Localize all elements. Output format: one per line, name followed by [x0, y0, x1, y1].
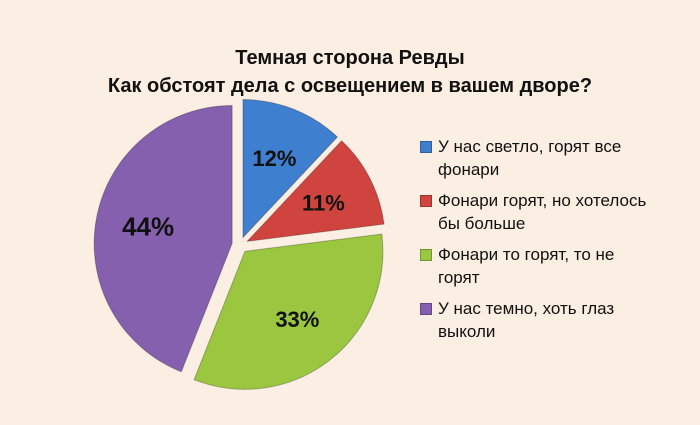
legend: У нас светло, горят все фонари Фонари го…: [420, 135, 650, 351]
legend-label: У нас темно, хоть глаз выколи: [438, 299, 615, 341]
subtitle-line: Как обстоят дела с освещением в вашем дв…: [107, 75, 593, 97]
data-label: 44%: [122, 211, 174, 241]
legend-label: Фонари то горят, то не горят: [438, 245, 615, 287]
legend-swatch: [420, 195, 432, 207]
legend-swatch: [420, 141, 432, 153]
legend-swatch: [420, 249, 432, 261]
legend-swatch: [420, 303, 432, 315]
legend-label: Фонари горят, но хотелось бы больше: [438, 191, 647, 233]
data-label: 11%: [302, 191, 345, 216]
legend-item: Фонари горят, но хотелось бы больше: [420, 189, 650, 235]
legend-item: У нас светло, горят все фонари: [420, 135, 650, 181]
legend-label: У нас светло, горят все фонари: [438, 137, 622, 179]
pie-slice: [193, 233, 384, 390]
data-label: 12%: [252, 146, 296, 171]
title-line: Темная сторона Ревды: [235, 47, 465, 69]
data-label: 33%: [275, 307, 319, 332]
pie-slice: [93, 105, 233, 373]
pie-slice: [245, 140, 385, 243]
chart-title: Темная сторона Ревды Как обстоят дела с …: [0, 44, 700, 100]
legend-item: У нас темно, хоть глаз выколи: [420, 297, 650, 343]
pie-slice: [242, 99, 339, 239]
legend-item: Фонари то горят, то не горят: [420, 243, 650, 289]
